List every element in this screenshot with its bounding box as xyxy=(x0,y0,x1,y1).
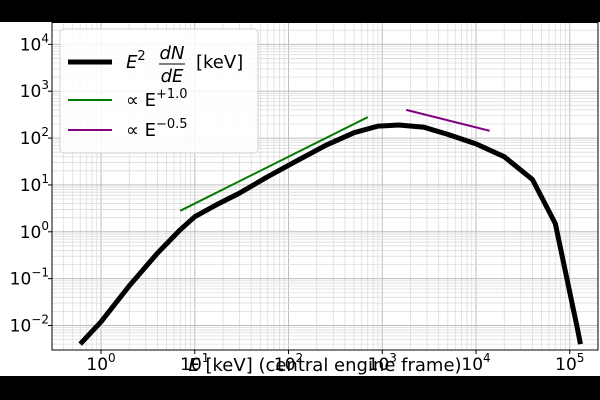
x-tick-label: 104 xyxy=(461,351,490,375)
legend-label: ∝ E−0.5 xyxy=(126,117,188,141)
x-axis-label: E [keV] (central engine frame) xyxy=(188,355,461,376)
y-tick-label: 100 xyxy=(20,219,49,243)
series-spectrum-line xyxy=(78,122,583,346)
y-tick-label: 104 xyxy=(20,31,49,55)
y-tick-label: 101 xyxy=(20,172,49,196)
spectrum-chart: 100 101 102 103 104 105 10−2 10−1 100 101 102 103 10… xyxy=(10,22,599,376)
legend-label-numerator: dN xyxy=(160,43,185,64)
legend-label: E2 xyxy=(126,49,146,73)
legend-label: ∝ E+1.0 xyxy=(126,87,188,111)
y-tick-label: 10−1 xyxy=(10,266,49,290)
y-tick-label: 10−2 xyxy=(10,312,49,336)
legend-label-denominator: dE xyxy=(161,66,184,87)
series-powerlaw-line-2 xyxy=(405,108,490,132)
tick-labels: 100 101 102 103 104 105 10−2 10−1 100 101 102 103 10… xyxy=(10,31,585,375)
x-tick-label: 103 xyxy=(368,351,397,375)
series-powerlaw-line-1 xyxy=(179,116,369,212)
legend-label-units: [keV] xyxy=(196,52,243,73)
plot-frame xyxy=(51,22,599,351)
series-group xyxy=(78,108,583,346)
axes-frame xyxy=(51,22,599,351)
y-tick-label: 103 xyxy=(20,78,49,102)
x-tick-label: 102 xyxy=(274,351,303,375)
x-tick-label: 105 xyxy=(555,351,584,375)
chart-area: 100 101 102 103 104 105 10−2 10−1 100 101 102 103 10… xyxy=(0,22,600,376)
x-tick-label: 101 xyxy=(180,351,209,375)
y-tick-label: 102 xyxy=(20,125,49,149)
x-tick-label: 100 xyxy=(86,351,115,375)
